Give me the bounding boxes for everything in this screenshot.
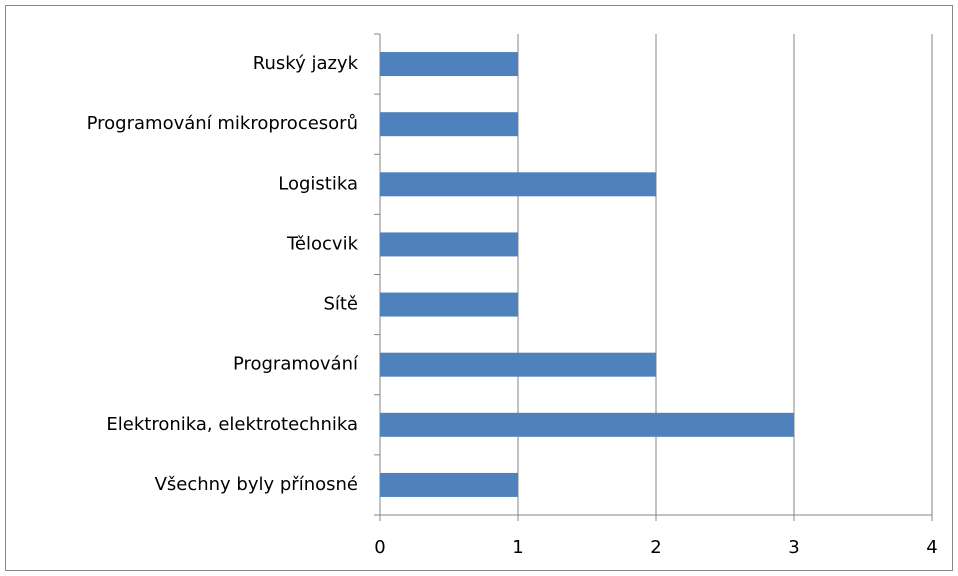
y-tick-label: Programování mikroprocesorů bbox=[87, 113, 358, 134]
x-tick-label: 1 bbox=[512, 537, 523, 558]
y-tick-label: Sítě bbox=[323, 294, 358, 315]
y-tick-label: Programování bbox=[233, 354, 359, 375]
bar bbox=[380, 112, 518, 137]
y-tick-label: Tělocvik bbox=[286, 233, 359, 254]
y-tick-label: Všechny byly přínosné bbox=[155, 474, 358, 495]
bar bbox=[380, 172, 656, 197]
bar bbox=[380, 232, 518, 257]
y-tick-label: Logistika bbox=[278, 173, 358, 194]
x-tick-label: 3 bbox=[788, 537, 799, 558]
x-tick-label: 4 bbox=[926, 537, 937, 558]
y-tick-label: Ruský jazyk bbox=[253, 53, 359, 74]
x-tick-label: 0 bbox=[374, 537, 385, 558]
bar bbox=[380, 52, 518, 77]
bar bbox=[380, 472, 518, 497]
bar bbox=[380, 412, 794, 437]
y-tick-label: Elektronika, elektrotechnika bbox=[106, 414, 358, 435]
bar bbox=[380, 352, 656, 377]
bar bbox=[380, 292, 518, 317]
x-tick-label: 2 bbox=[650, 537, 661, 558]
